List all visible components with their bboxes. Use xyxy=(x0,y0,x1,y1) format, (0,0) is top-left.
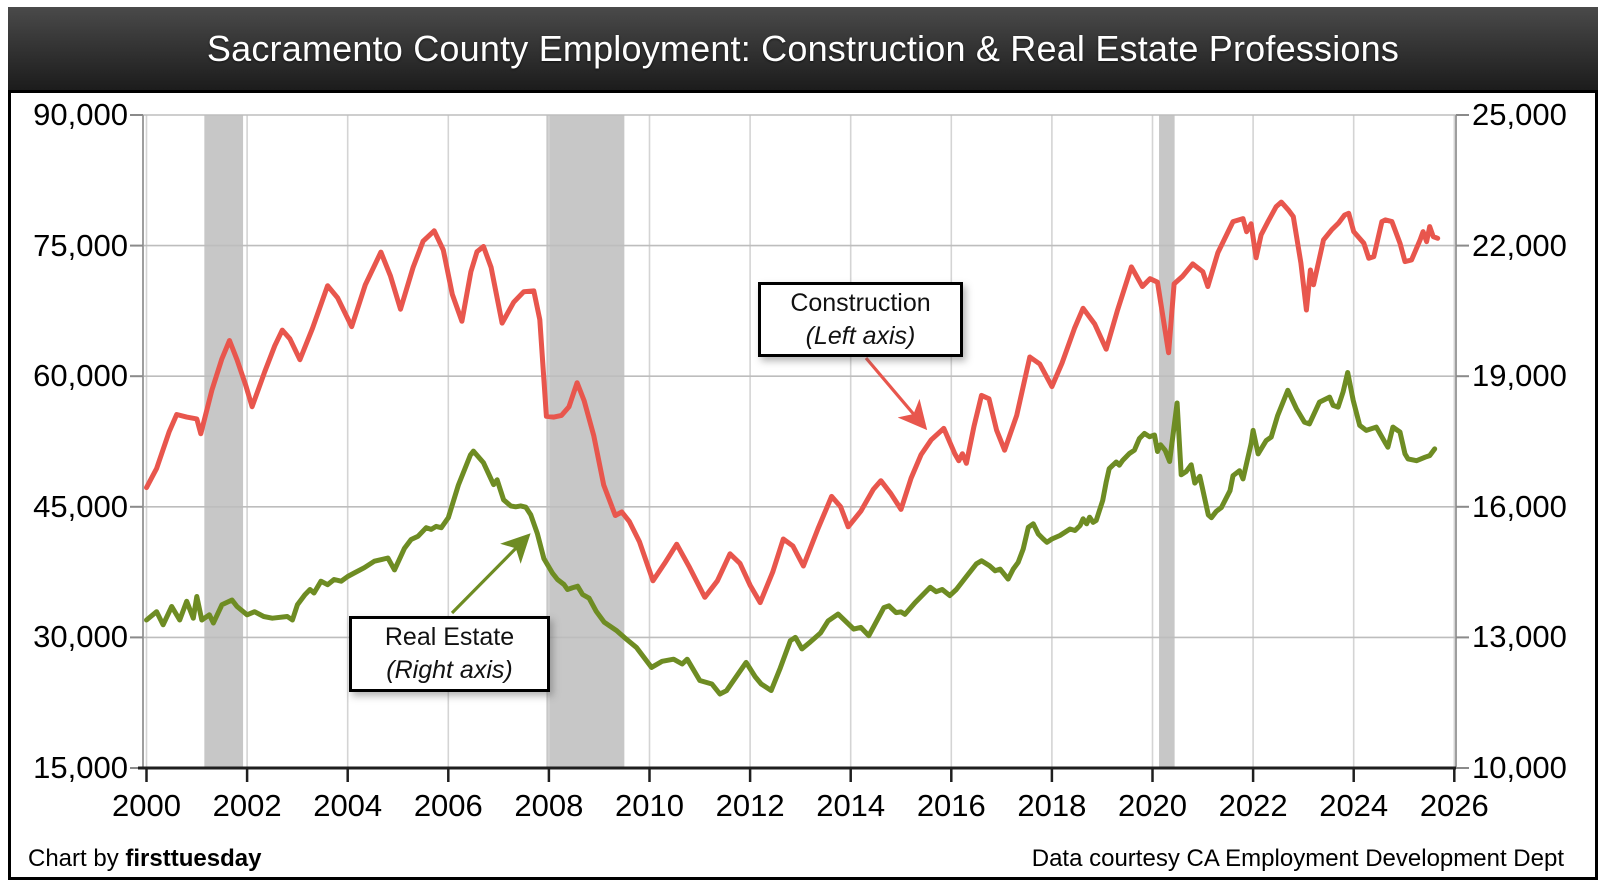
construction-callout-subtitle: (Left axis) xyxy=(805,321,916,350)
y-axis-label-right: 10,000 xyxy=(1472,750,1567,785)
y-axis-label-right: 13,000 xyxy=(1472,619,1567,655)
real-estate-callout-title: Real Estate xyxy=(384,623,515,651)
y-axis-label-left: 45,000 xyxy=(33,488,128,524)
real-estate-callout: Real Estate (Right axis) xyxy=(349,616,550,692)
construction-callout: Construction (Left axis) xyxy=(758,282,963,357)
x-axis-label: 2000 xyxy=(112,788,181,823)
y-axis-label-left: 75,000 xyxy=(33,227,128,263)
title-bar: Sacramento County Employment: Constructi… xyxy=(8,7,1598,90)
x-axis-label: 2026 xyxy=(1419,788,1489,823)
real-estate-callout-subtitle: (Right axis) xyxy=(386,656,513,684)
x-axis-label: 2012 xyxy=(715,788,785,823)
x-axis-label: 2024 xyxy=(1319,788,1389,823)
x-axis-label: 2018 xyxy=(1017,788,1087,823)
y-axis-label-left: 30,000 xyxy=(33,619,128,655)
x-axis-label: 2014 xyxy=(816,788,886,823)
footer-credit: Chart by firsttuesday xyxy=(28,845,261,873)
x-axis-label: 2004 xyxy=(313,788,383,823)
y-axis-label-right: 22,000 xyxy=(1472,227,1567,263)
footer-credit-prefix: Chart by xyxy=(28,845,126,872)
x-axis-label: 2008 xyxy=(514,788,584,823)
y-axis-label-right: 25,000 xyxy=(1472,97,1567,132)
y-axis-label-right: 16,000 xyxy=(1472,488,1567,524)
footer-source: Data courtesy CA Employment Development … xyxy=(1031,845,1564,872)
x-axis-label: 2016 xyxy=(916,788,986,823)
chart-title: Sacramento County Employment: Constructi… xyxy=(206,27,1400,69)
construction-callout-title: Construction xyxy=(790,288,931,317)
x-axis-label: 2010 xyxy=(615,788,684,823)
x-axis-label: 2002 xyxy=(212,788,282,823)
x-axis-label: 2022 xyxy=(1218,788,1288,823)
y-axis-label-right: 19,000 xyxy=(1472,358,1567,394)
x-axis-label: 2020 xyxy=(1118,788,1187,823)
x-axis-label: 2006 xyxy=(413,788,483,823)
footer-brand: firsttuesday xyxy=(125,845,262,872)
y-axis-label-left: 90,000 xyxy=(33,97,128,132)
y-axis-label-left: 60,000 xyxy=(33,358,128,394)
plot-frame xyxy=(8,90,1598,880)
y-axis-label-left: 15,000 xyxy=(33,750,128,785)
